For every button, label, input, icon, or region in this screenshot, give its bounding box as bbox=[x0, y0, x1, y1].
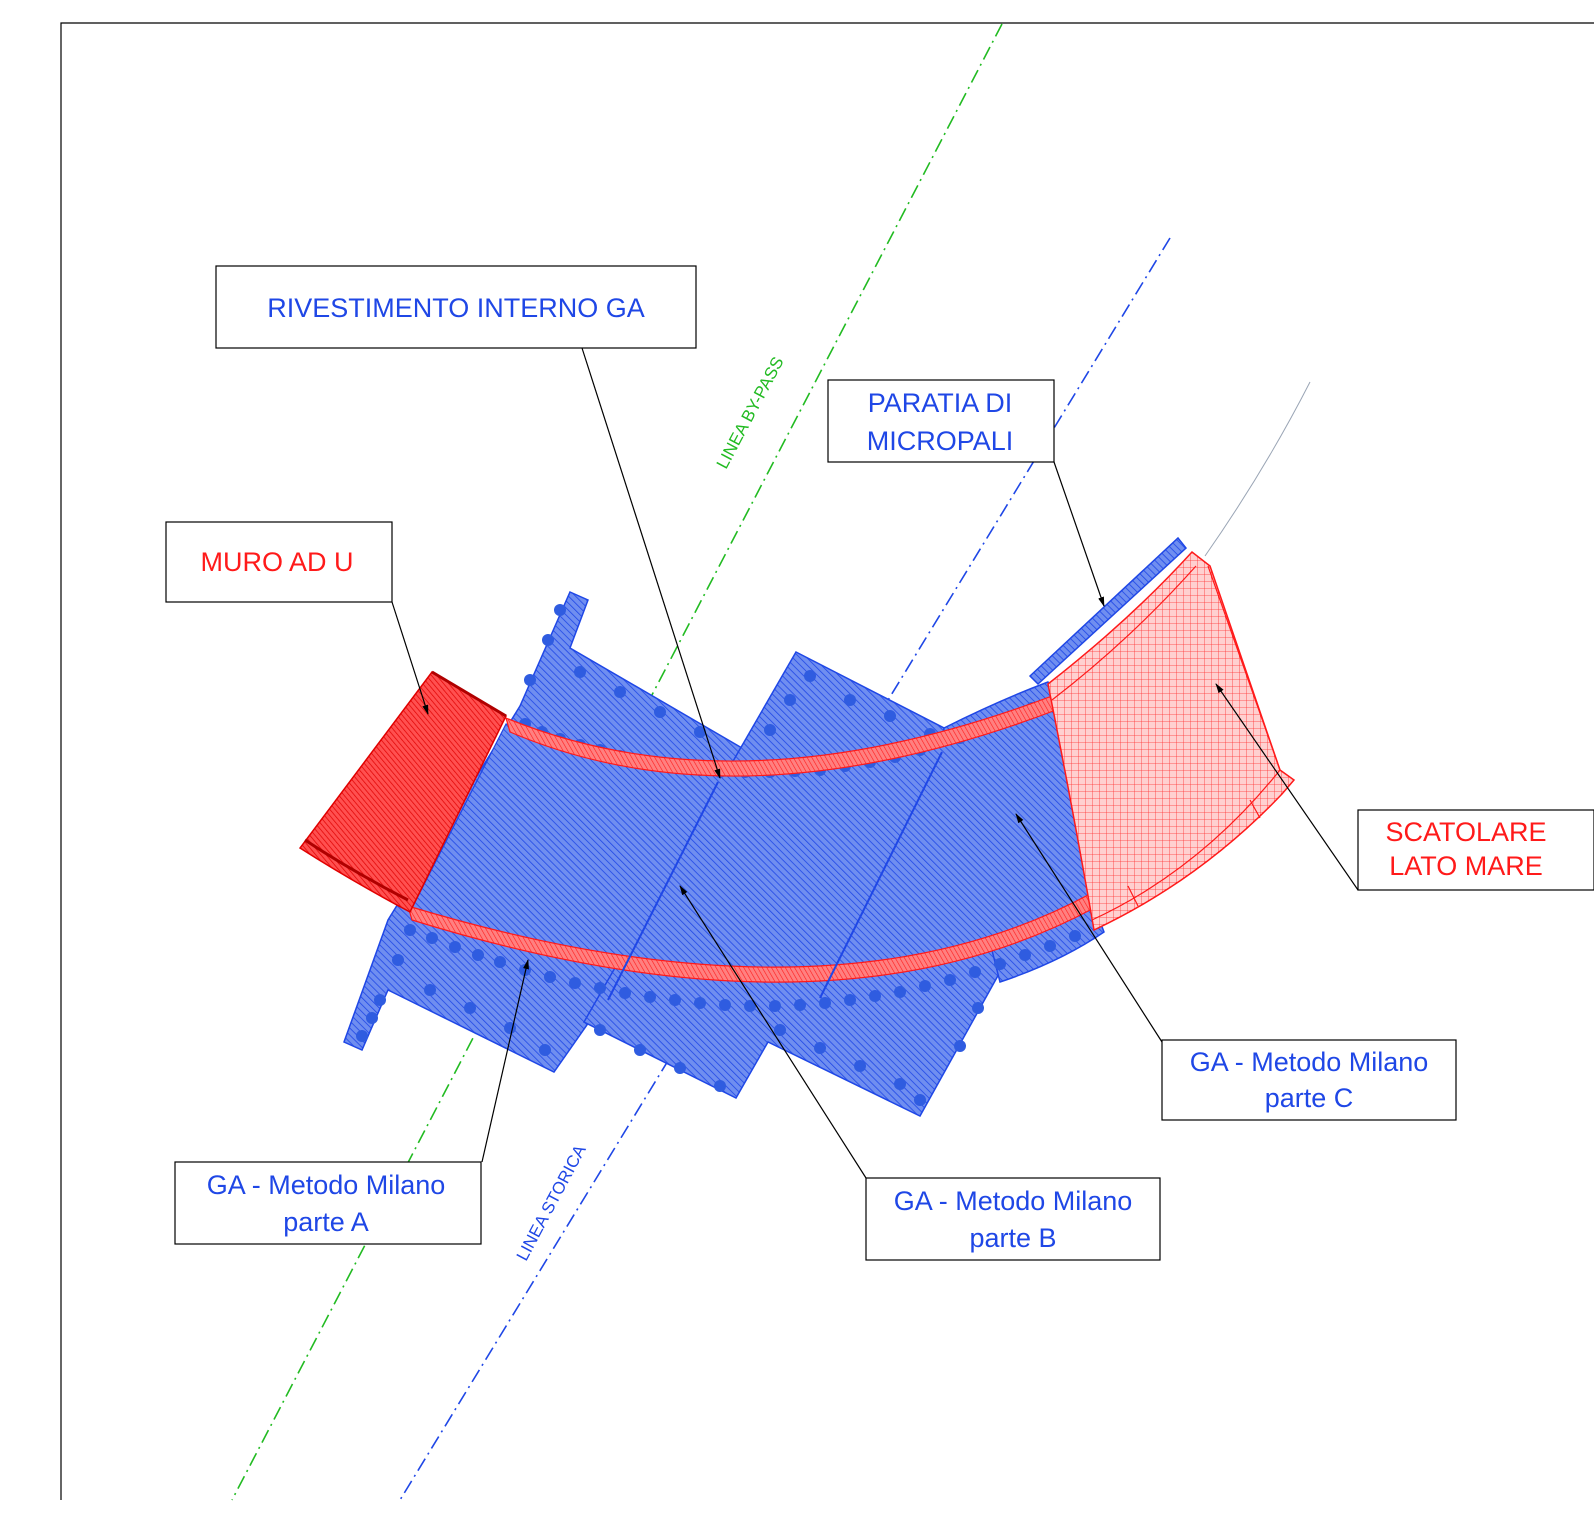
joint-bc bbox=[819, 751, 943, 999]
callout-ga-c-line2: parte C bbox=[1265, 1083, 1354, 1113]
callout-box-rivestimento bbox=[215, 265, 697, 349]
leader-muro bbox=[391, 601, 429, 715]
leader-rivestimento bbox=[581, 347, 721, 779]
leader-ga-c bbox=[1015, 813, 1163, 1043]
callout-muro: MURO AD U bbox=[200, 547, 353, 577]
callout-box-paratia bbox=[827, 379, 1055, 463]
sheet-frame bbox=[60, 22, 1594, 1500]
joint-ab bbox=[607, 781, 719, 1001]
muro-ad-u-structure bbox=[298, 670, 507, 914]
callout-paratia-line2: MICROPALI bbox=[867, 426, 1014, 456]
leader-ga-a bbox=[481, 959, 529, 1163]
callout-ga-a-line2: parte A bbox=[283, 1207, 369, 1237]
callout-ga-b-line2: parte B bbox=[969, 1223, 1056, 1253]
leader-ga-b bbox=[679, 885, 867, 1179]
callout-scatolare-line2: LATO MARE bbox=[1389, 851, 1543, 881]
alignment-curve bbox=[1204, 381, 1311, 557]
callout-ga-a-line1: GA - Metodo Milano bbox=[207, 1170, 446, 1200]
callout-ga-b-line1: GA - Metodo Milano bbox=[894, 1186, 1133, 1216]
callout-box-ga-a bbox=[174, 1161, 482, 1245]
label-linea-storica: LINEA STORICA bbox=[513, 1141, 590, 1264]
callout-rivestimento: RIVESTIMENTO INTERNO GA bbox=[267, 293, 645, 323]
scatolare-lato-mare-structure bbox=[1047, 550, 1296, 932]
callout-box-ga-b bbox=[865, 1177, 1161, 1261]
leader-paratia bbox=[1053, 461, 1105, 607]
label-linea-bypass: LINEA BY-PASS bbox=[713, 354, 788, 472]
callout-box-ga-c bbox=[1161, 1039, 1457, 1121]
callout-box-scatolare bbox=[1357, 809, 1594, 891]
callout-ga-c-line1: GA - Metodo Milano bbox=[1190, 1047, 1429, 1077]
callout-paratia-line1: PARATIA DI bbox=[868, 388, 1013, 418]
callout-box-muro bbox=[165, 521, 393, 603]
leader-scatolare bbox=[1215, 683, 1359, 891]
callout-scatolare-line1: SCATOLARE bbox=[1385, 817, 1546, 847]
paratia-micropali-strip bbox=[1028, 536, 1188, 686]
